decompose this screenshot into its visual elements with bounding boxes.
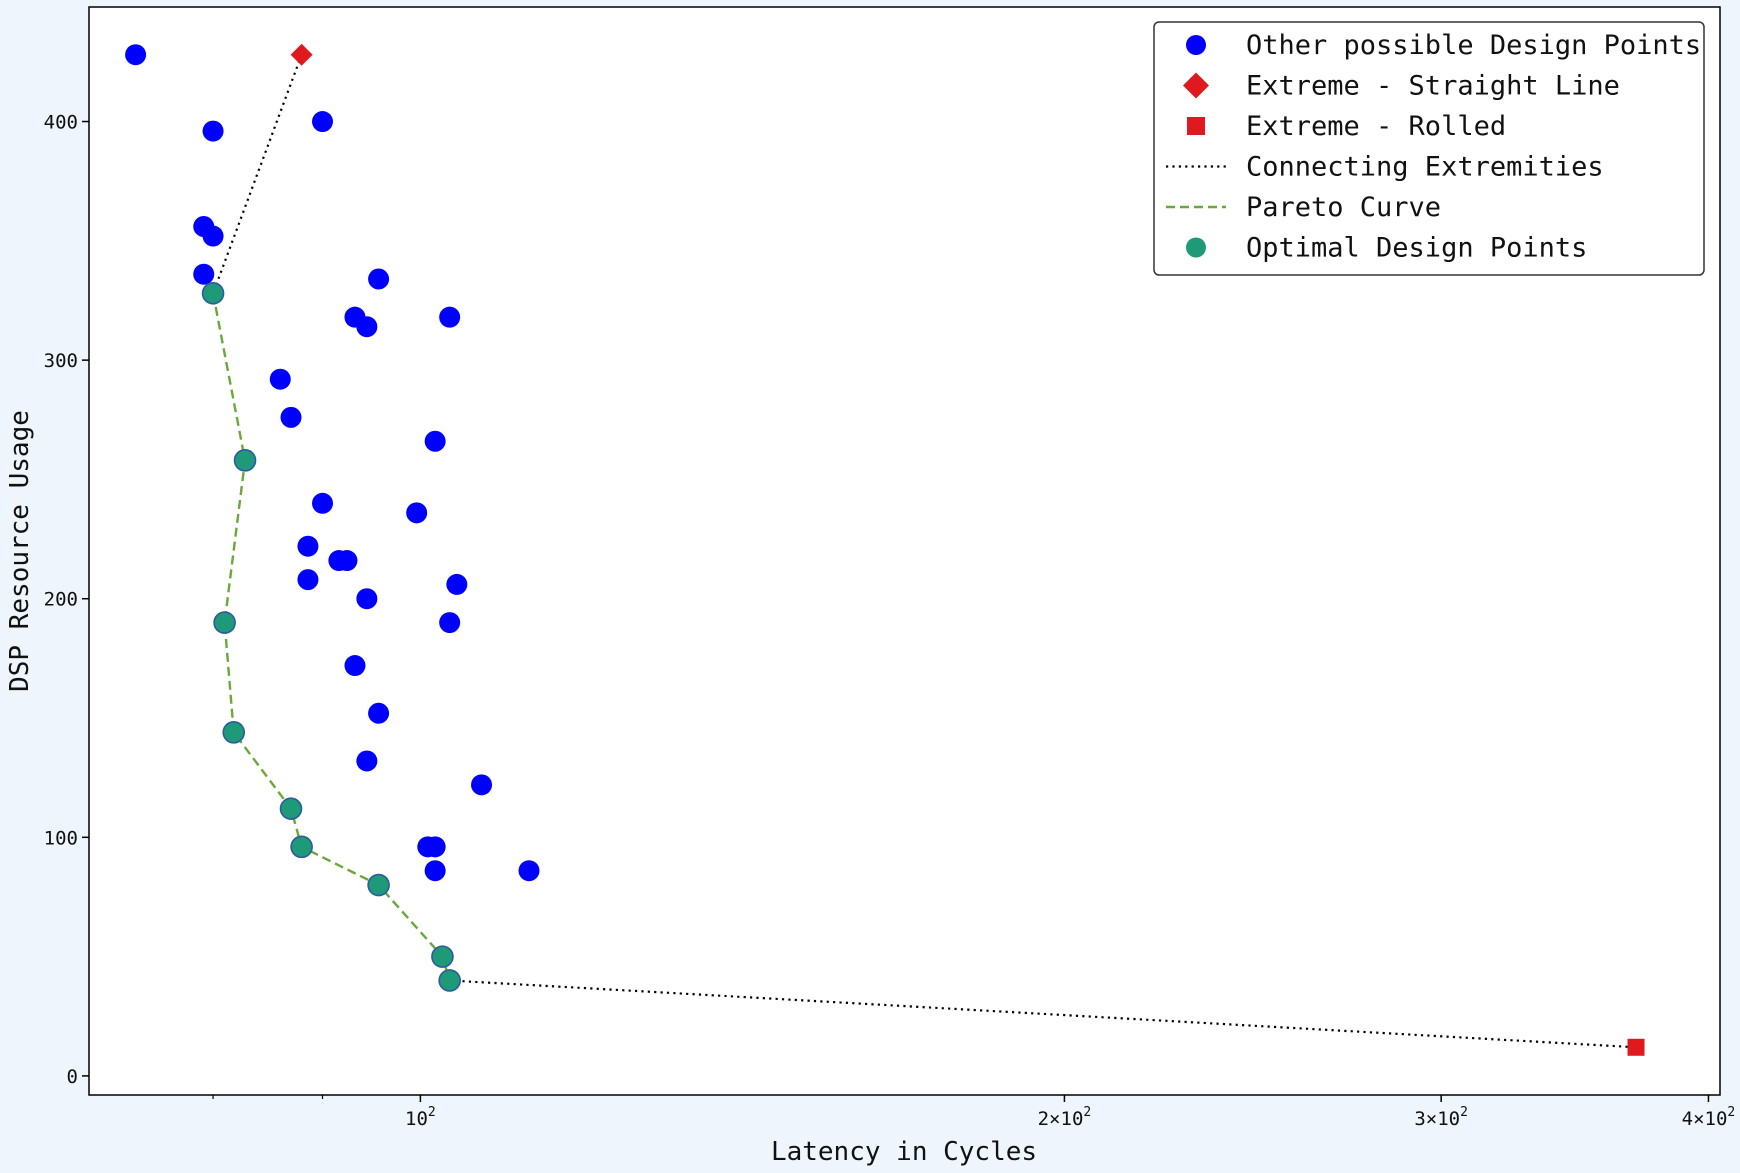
optimal-design-point bbox=[213, 611, 236, 634]
optimal-design-point bbox=[222, 721, 246, 744]
design-point bbox=[202, 225, 224, 247]
design-point bbox=[439, 612, 461, 634]
legend-label: Pareto Curve bbox=[1246, 192, 1441, 223]
design-point bbox=[344, 655, 366, 677]
optimal-design-point bbox=[431, 945, 454, 968]
legend-key-rolled bbox=[1187, 117, 1205, 135]
design-point bbox=[297, 535, 319, 557]
x-tick-label: 3×102 bbox=[1414, 1105, 1468, 1130]
design-point bbox=[368, 268, 390, 290]
legend-label: Connecting Extremities bbox=[1246, 152, 1604, 183]
design-point bbox=[446, 573, 468, 595]
legend-key-straight bbox=[1183, 72, 1209, 99]
x-tick-label: 2×102 bbox=[1038, 1105, 1092, 1130]
design-point bbox=[471, 774, 493, 796]
axis-ticks: 102 2×102 3×102 4×102 0 100 200 300 400 bbox=[44, 112, 1736, 1130]
design-point bbox=[336, 550, 358, 572]
design-point bbox=[193, 263, 215, 285]
optimal-design-point bbox=[438, 969, 461, 992]
design-point bbox=[312, 111, 334, 133]
design-point bbox=[202, 120, 224, 142]
legend-key-other bbox=[1186, 35, 1206, 55]
legend-label: Extreme - Straight Line bbox=[1246, 71, 1620, 102]
design-point bbox=[125, 44, 147, 66]
optimal-design-point bbox=[233, 449, 257, 472]
optimal-design-point bbox=[279, 797, 303, 820]
y-tick-label: 200 bbox=[44, 589, 78, 611]
y-axis-title: DSP Resource Usage bbox=[5, 410, 35, 692]
design-point bbox=[518, 860, 540, 882]
design-point bbox=[269, 368, 291, 390]
extreme-rolled-point bbox=[1627, 1038, 1645, 1056]
extreme-straight-line-point bbox=[290, 43, 313, 66]
x-axis-title: Latency in Cycles bbox=[771, 1137, 1037, 1167]
legend-label: Optimal Design Points bbox=[1246, 233, 1587, 264]
design-point bbox=[424, 430, 446, 452]
y-tick-label: 0 bbox=[67, 1066, 78, 1088]
design-point bbox=[356, 316, 378, 338]
y-tick-label: 300 bbox=[44, 350, 78, 372]
design-point bbox=[424, 860, 446, 882]
optimal-design-point bbox=[367, 873, 390, 897]
chart-markers bbox=[125, 43, 1645, 1056]
legend-label: Extreme - Rolled bbox=[1246, 111, 1506, 142]
design-point bbox=[356, 588, 378, 610]
y-tick-label: 400 bbox=[44, 112, 78, 134]
legend-label: Other possible Design Points bbox=[1246, 30, 1701, 61]
design-point bbox=[424, 836, 446, 858]
optimal-design-point bbox=[201, 282, 225, 305]
x-tick-label: 102 bbox=[405, 1105, 436, 1130]
design-point bbox=[406, 502, 428, 524]
design-point bbox=[439, 306, 461, 328]
legend-key-optimal bbox=[1186, 237, 1206, 258]
optimal-design-point bbox=[290, 835, 313, 859]
legend: Other possible Design Points Extreme - St… bbox=[1153, 21, 1705, 276]
y-tick-label: 100 bbox=[44, 827, 78, 849]
legend-box bbox=[1153, 21, 1705, 276]
design-point bbox=[356, 750, 378, 772]
design-point bbox=[280, 406, 302, 428]
design-point bbox=[297, 569, 319, 591]
design-point bbox=[368, 702, 390, 724]
x-tick-label: 4×102 bbox=[1682, 1105, 1736, 1130]
design-point bbox=[312, 492, 334, 514]
connecting-extremities-line bbox=[212, 54, 303, 294]
